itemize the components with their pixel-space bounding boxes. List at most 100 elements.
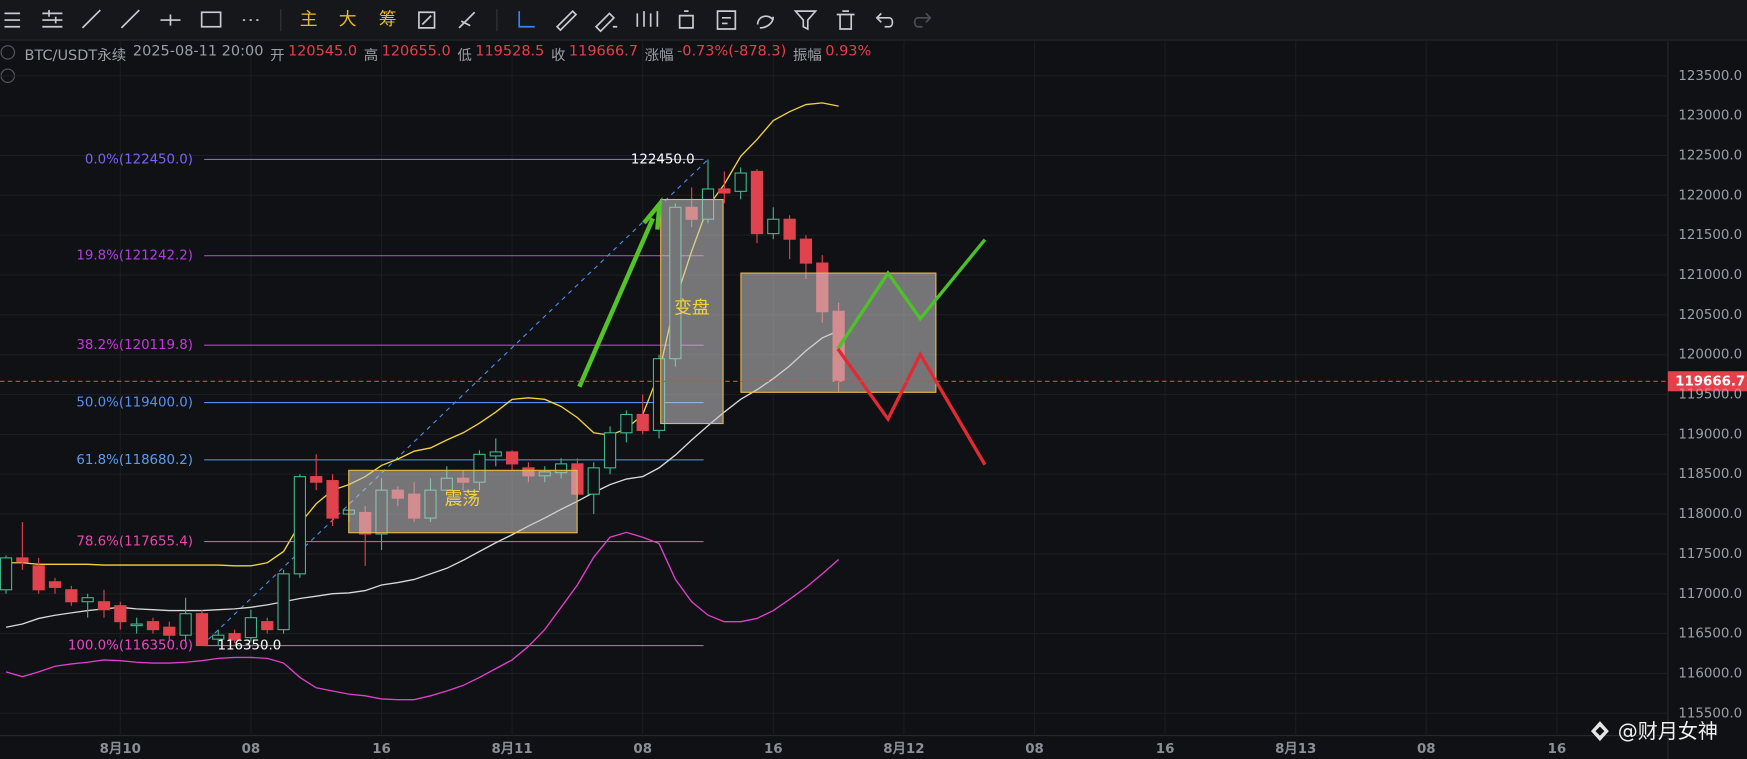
candle-body (750, 170, 764, 235)
redo-icon[interactable] (913, 12, 932, 28)
range-box (740, 272, 937, 393)
line-icon[interactable] (81, 9, 101, 29)
header-field: 涨幅 -0.73%(-878.3) (645, 43, 787, 64)
header-field: 高 120655.0 (364, 43, 451, 64)
y-tick-label: 119500.0 (1678, 388, 1742, 403)
header-value: -0.73%(-878.3) (677, 43, 787, 61)
candle-body (114, 605, 127, 623)
header-label: 振幅 (792, 47, 822, 65)
header-label: 低 (457, 47, 472, 65)
collapse-icon[interactable] (0, 45, 16, 60)
candle-body (489, 451, 502, 457)
hline-icon[interactable] (160, 14, 181, 26)
header-label: 开 (270, 47, 285, 65)
tool-icon[interactable] (458, 11, 476, 29)
tool-icon[interactable] (418, 11, 436, 29)
candle-body (505, 451, 519, 465)
menu-icon[interactable] (4, 12, 21, 28)
fib-label: 19.8%(121242.2) (76, 249, 193, 264)
watermark-logo (1591, 721, 1609, 742)
fib-label: 50.0%(119400.0) (76, 396, 193, 411)
pen-icon[interactable] (594, 12, 618, 33)
candle-body (195, 613, 209, 647)
candle-body (97, 601, 111, 611)
candle-body (16, 557, 29, 563)
link-icon[interactable] (756, 15, 775, 29)
header-value: 119528.5 (475, 43, 545, 61)
candle-body (261, 621, 274, 631)
header-field: 低 119528.5 (457, 43, 544, 64)
swing-line (201, 159, 709, 646)
candle-body (293, 476, 307, 575)
candle-body (32, 565, 45, 591)
header-value: 120655.0 (381, 43, 451, 61)
lock-icon[interactable] (678, 10, 694, 29)
y-tick-label: 118500.0 (1678, 467, 1742, 482)
note-icon[interactable] (716, 10, 737, 30)
x-tick-label: 16 (1156, 742, 1175, 757)
annotation: 震荡 (445, 488, 481, 509)
header-label: 收 (551, 47, 566, 65)
y-tick-label: 121000.0 (1678, 268, 1742, 283)
y-tick-label: 120000.0 (1678, 348, 1742, 363)
toolbar-button[interactable]: 大 (339, 9, 357, 30)
fib-label: 61.8%(118680.2) (76, 453, 193, 468)
x-tick-label: 8月10 (100, 741, 141, 757)
trash-icon[interactable] (836, 10, 855, 30)
candle-body (620, 413, 633, 434)
fib-label: 78.6%(117655.4) (76, 535, 193, 550)
settings-icon[interactable] (42, 10, 63, 28)
candle-body (48, 581, 62, 588)
candle-body (146, 621, 160, 631)
fib-label: 0.0%(122450.0) (85, 152, 193, 167)
header-value: 0.93% (825, 43, 872, 61)
x-tick-label: 08 (242, 742, 261, 757)
arrow-head (642, 197, 663, 230)
bars-icon[interactable] (636, 11, 659, 27)
ray-icon[interactable] (120, 9, 140, 29)
overlay: 122450.0 116350.0 119666.7 (0, 152, 1747, 654)
header-field: 收 119666.7 (551, 43, 638, 64)
range-box (660, 198, 724, 425)
scenario-down (836, 347, 987, 466)
x-tick-label: 08 (633, 742, 652, 757)
y-tick-label: 117000.0 (1678, 587, 1742, 602)
y-tick-label: 119000.0 (1678, 427, 1742, 442)
rect-icon[interactable] (200, 11, 222, 28)
candle-body (310, 476, 323, 483)
x-tick-label: 8月11 (491, 741, 532, 757)
y-tick-label: 116000.0 (1678, 666, 1742, 681)
y-tick-label: 116500.0 (1678, 627, 1742, 642)
indicator-line (5, 330, 839, 628)
x-tick-label: 8月13 (1275, 741, 1316, 757)
candle-body (587, 467, 600, 495)
y-tick-label: 118000.0 (1678, 507, 1742, 522)
drawings (348, 197, 987, 534)
magnet-icon[interactable] (518, 11, 535, 28)
y-tick-label: 117500.0 (1678, 547, 1742, 562)
ruler-icon[interactable] (555, 9, 578, 32)
candle-body (277, 573, 290, 631)
y-tick-label: 121500.0 (1678, 228, 1742, 243)
toolbar-button[interactable]: 主 (300, 9, 318, 30)
x-tick-label: 08 (1025, 742, 1044, 757)
candle-body (163, 626, 176, 636)
undo-icon[interactable] (875, 12, 894, 28)
toolbar-button[interactable]: 筹 (379, 9, 397, 30)
y-tick-label: 122500.0 (1678, 149, 1742, 164)
indicator-line (5, 531, 840, 701)
x-tick-label: 16 (1548, 742, 1567, 757)
header-field: 振幅 0.93% (793, 43, 871, 64)
fib-label: 100.0%(116350.0) (68, 639, 193, 654)
candle-body (81, 597, 94, 603)
candle-body (0, 557, 13, 591)
toolbar-icons (4, 9, 932, 33)
candle-body (244, 617, 258, 639)
price-label: 122450.0 (631, 152, 695, 167)
candle-body (734, 172, 747, 192)
filter-icon[interactable] (793, 10, 818, 31)
candle-body (212, 634, 225, 640)
watermark: @财月女神 (1618, 719, 1718, 743)
y-tick-label: 123000.0 (1678, 109, 1742, 124)
